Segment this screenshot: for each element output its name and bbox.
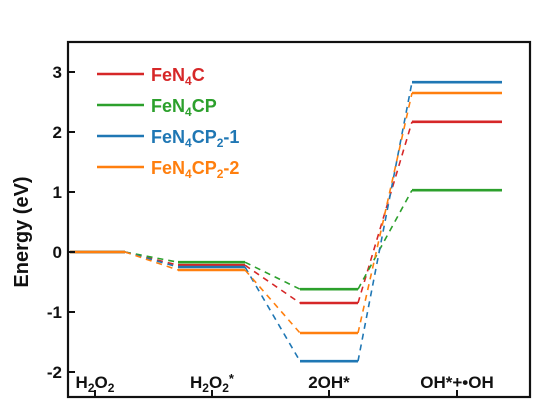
x-tick-label: 2OH* xyxy=(308,373,350,392)
connector-1-2 xyxy=(357,189,413,290)
y-tick-label: -1 xyxy=(47,303,62,322)
connector-2-1 xyxy=(244,266,301,362)
energy-levels xyxy=(70,80,502,363)
connector-0-2 xyxy=(357,121,413,304)
connector-2-2 xyxy=(357,82,413,362)
connector-1-1 xyxy=(244,261,301,290)
y-axis-ticks: -2 -1 0 1 2 3 xyxy=(47,63,75,382)
connector-0-1 xyxy=(244,264,301,304)
legend-label: FeN4CP2-1 xyxy=(151,127,239,150)
legend-label: FeN4C xyxy=(151,65,205,88)
connector-2-0 xyxy=(124,251,179,268)
y-tick-label: 2 xyxy=(53,123,62,142)
x-tick-label: OH*+•OH xyxy=(420,373,494,392)
y-tick-label: 1 xyxy=(53,183,62,202)
x-axis-ticks: H2O2 H2O2* 2OH* OH*+•OH xyxy=(76,371,494,397)
connector-3-2 xyxy=(357,92,413,334)
legend: FeN4C FeN4CP FeN4CP2-1 FeN4CP2-2 xyxy=(97,65,239,181)
connector-0-0 xyxy=(124,251,179,266)
y-tick-label: 3 xyxy=(53,63,62,82)
connector-3-0 xyxy=(124,251,179,271)
x-tick-label: H2O2* xyxy=(190,371,235,395)
connector-lines xyxy=(124,82,413,362)
connector-3-1 xyxy=(244,269,301,334)
plot-frame xyxy=(66,40,532,399)
legend-label: FeN4CP2-2 xyxy=(151,158,239,181)
y-tick-label: -2 xyxy=(47,363,62,382)
y-axis-title: Energy (eV) xyxy=(11,176,33,287)
legend-label: FeN4CP xyxy=(151,96,217,119)
y-tick-label: 0 xyxy=(53,243,62,262)
x-tick-label: H2O2 xyxy=(76,373,115,395)
connector-1-0 xyxy=(124,251,179,263)
